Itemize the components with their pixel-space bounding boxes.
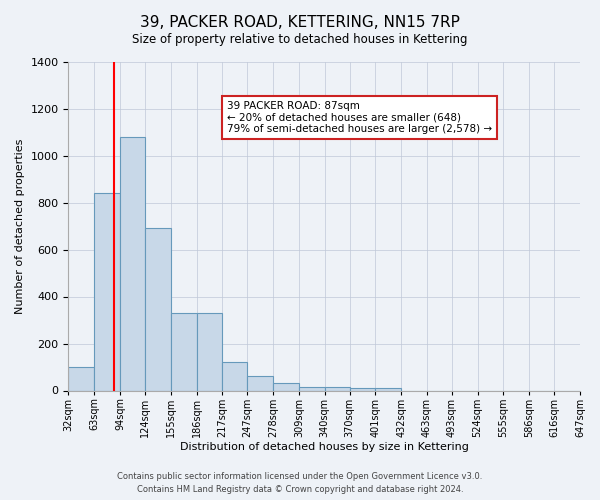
Bar [273, 384, 299, 390]
Bar [68, 367, 94, 390]
Bar [350, 388, 376, 390]
Bar [120, 136, 145, 390]
Text: Size of property relative to detached houses in Kettering: Size of property relative to detached ho… [132, 32, 468, 46]
Text: Contains public sector information licensed under the Open Government Licence v3: Contains public sector information licen… [118, 472, 482, 481]
Bar [145, 228, 171, 390]
Y-axis label: Number of detached properties: Number of detached properties [15, 138, 25, 314]
Bar [325, 387, 350, 390]
Bar [222, 362, 247, 390]
Bar [94, 193, 120, 390]
Text: Contains HM Land Registry data © Crown copyright and database right 2024.: Contains HM Land Registry data © Crown c… [137, 484, 463, 494]
Bar [376, 388, 401, 390]
X-axis label: Distribution of detached houses by size in Kettering: Distribution of detached houses by size … [180, 442, 469, 452]
Bar [247, 376, 273, 390]
Text: 39 PACKER ROAD: 87sqm
← 20% of detached houses are smaller (648)
79% of semi-det: 39 PACKER ROAD: 87sqm ← 20% of detached … [227, 101, 492, 134]
Bar [197, 313, 222, 390]
Bar [171, 313, 197, 390]
Text: 39, PACKER ROAD, KETTERING, NN15 7RP: 39, PACKER ROAD, KETTERING, NN15 7RP [140, 15, 460, 30]
Bar [299, 387, 325, 390]
